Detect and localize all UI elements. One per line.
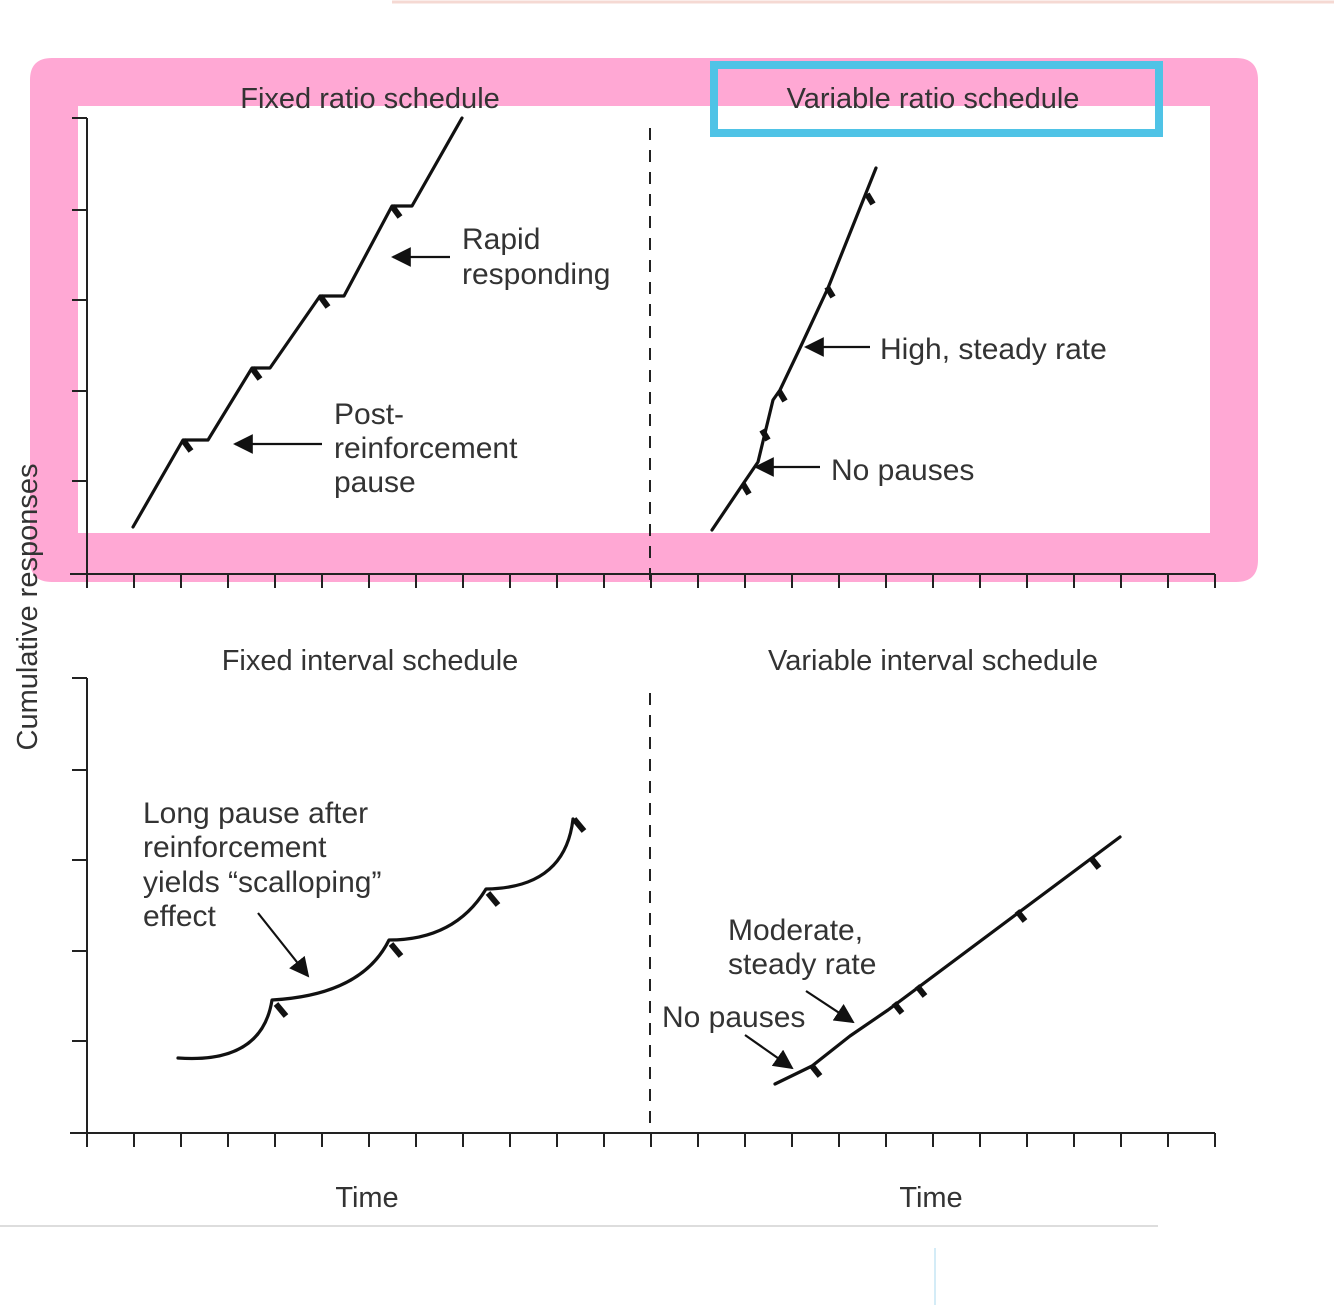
reinforcement-mark [809, 1064, 823, 1078]
moderate-rate-label: steady rate [728, 948, 876, 981]
bottom-axes [70, 677, 1216, 1147]
x-axis-label-right: Time [899, 1182, 962, 1214]
moderate-rate-arrow [805, 990, 855, 1024]
variable-interval-panel: Variable interval schedule Moderate, ste… [662, 645, 1122, 1086]
reinforcement-mark [740, 482, 752, 496]
reinforcement-mark [1014, 909, 1028, 923]
reinforcement-mark [571, 817, 587, 833]
no-pauses-label: No pauses [831, 454, 974, 487]
scalloping-label: yields “scalloping” [143, 866, 381, 899]
variable-ratio-panel: Variable ratio schedule High, steady rat… [710, 83, 1107, 532]
vi-no-pauses-label: No pauses [662, 1001, 805, 1034]
reinforcement-mark [759, 428, 771, 442]
fixed-ratio-panel: Fixed ratio schedule Rapid responding Po… [131, 83, 610, 529]
reinforcement-mark [180, 438, 194, 453]
top-axes [70, 117, 1216, 588]
post-reinforcement-label: Post- [334, 398, 404, 431]
x-axis-label-left: Time [335, 1182, 398, 1214]
reinforcement-mark [914, 984, 928, 998]
fixed-interval-panel: Fixed interval schedule Long pause after… [143, 645, 587, 1061]
variable-ratio-title-highlight [710, 61, 1163, 137]
y-axis-label: Cumulative responses [12, 464, 44, 751]
variable-interval-title: Variable interval schedule [768, 645, 1098, 677]
scalloping-label: reinforcement [143, 831, 327, 864]
rapid-responding-label: responding [462, 258, 610, 291]
rapid-responding-label: Rapid [462, 223, 540, 256]
reinforcement-mark [389, 204, 403, 219]
post-reinforcement-label: pause [334, 466, 416, 499]
reinforcement-mark [864, 192, 876, 206]
reinforcement-mark [317, 294, 331, 309]
reinforcement-mark [824, 285, 836, 299]
reinforcement-mark [1088, 856, 1102, 870]
reinforcement-mark [485, 891, 501, 907]
reinforcement-mark [249, 366, 263, 381]
reinforcement-mark [388, 942, 404, 958]
reinforcement-mark [273, 1002, 289, 1018]
variable-ratio-title: Variable ratio schedule [787, 83, 1080, 115]
variable-interval-curve [773, 835, 1122, 1086]
fixed-ratio-title: Fixed ratio schedule [240, 83, 500, 115]
variable-ratio-curve [710, 166, 878, 532]
fixed-ratio-curve [131, 116, 464, 529]
reinforcement-mark [891, 1001, 905, 1015]
fixed-interval-curve [176, 817, 575, 1061]
high-steady-rate-label: High, steady rate [880, 333, 1107, 366]
scalloping-arrow [257, 912, 310, 978]
vi-no-pauses-arrow [744, 1034, 794, 1070]
reinforcement-mark [776, 389, 788, 403]
fixed-interval-title: Fixed interval schedule [222, 645, 519, 677]
scalloping-label: effect [143, 900, 216, 933]
moderate-rate-label: Moderate, [728, 914, 863, 947]
post-reinforcement-label: reinforcement [334, 432, 518, 465]
scalloping-label: Long pause after [143, 797, 368, 830]
